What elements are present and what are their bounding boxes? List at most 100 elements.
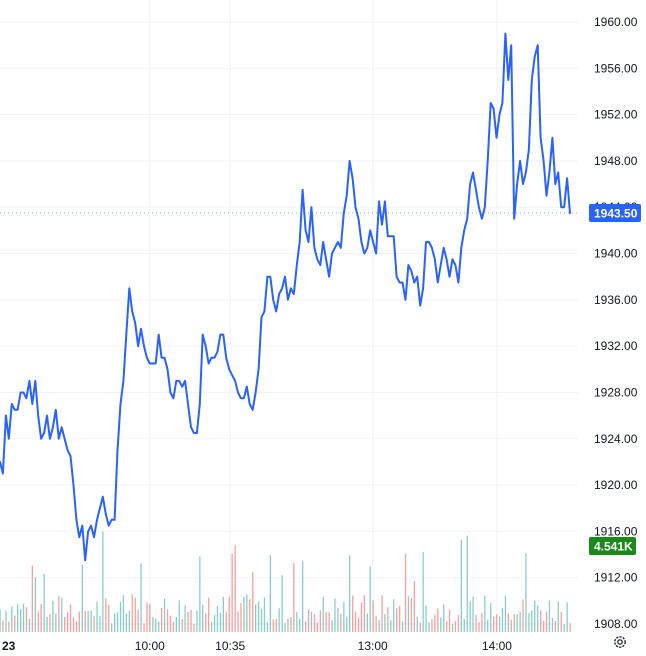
volume-bar bbox=[161, 607, 163, 632]
volume-bar bbox=[554, 620, 556, 632]
volume-bar bbox=[131, 594, 133, 632]
volume-bar bbox=[5, 610, 7, 632]
volume-bar bbox=[258, 601, 260, 632]
volume-bar bbox=[34, 577, 36, 632]
volume-bar bbox=[216, 606, 219, 632]
volume-bar bbox=[360, 602, 363, 632]
volume-bar bbox=[407, 596, 410, 632]
volume-bar bbox=[557, 601, 559, 632]
volume-bar bbox=[137, 609, 139, 632]
y-tick-label: 1952.00 bbox=[594, 108, 638, 122]
volume-bar bbox=[184, 605, 186, 632]
volume-bar bbox=[290, 617, 292, 632]
volume-bar bbox=[22, 603, 25, 632]
price-line bbox=[0, 32, 571, 562]
volume-bar bbox=[425, 605, 427, 632]
volume-bar bbox=[487, 619, 489, 632]
volume-bar bbox=[569, 623, 571, 632]
volume-bar bbox=[146, 602, 148, 632]
y-tick-label: 1948.00 bbox=[594, 154, 638, 168]
volume-bar bbox=[381, 595, 383, 632]
volume-bar bbox=[302, 560, 304, 632]
volume-bar bbox=[252, 571, 254, 632]
y-tick-label: 1928.00 bbox=[594, 385, 638, 399]
volume-bar bbox=[454, 621, 457, 632]
x-tick-label: 10:35 bbox=[215, 639, 245, 653]
y-tick-label: 1940.00 bbox=[594, 247, 638, 261]
last-volume-label: 4.541K bbox=[594, 540, 633, 554]
volume-bar bbox=[316, 622, 318, 632]
volume-bar bbox=[269, 555, 271, 632]
volume-bar bbox=[446, 621, 448, 632]
volume-bar bbox=[366, 613, 368, 632]
volume-bar bbox=[349, 555, 351, 632]
volume-bar bbox=[404, 553, 407, 632]
volume-bar bbox=[416, 616, 418, 632]
volume-bar bbox=[190, 609, 192, 632]
volume-bar bbox=[108, 604, 110, 632]
time-axis[interactable]: 23 10:00 10:35 13:00 14:00 bbox=[2, 639, 512, 653]
volume-bar bbox=[328, 612, 330, 632]
volume-bar bbox=[340, 613, 342, 632]
y-tick-label: 1920.00 bbox=[594, 478, 638, 492]
last-volume-badge-bg bbox=[589, 537, 636, 555]
y-tick-label: 1956.00 bbox=[594, 61, 638, 75]
volume-bar bbox=[513, 614, 515, 632]
last-price-badge-bg bbox=[589, 204, 641, 223]
volume-bar bbox=[460, 539, 462, 632]
volume-bar bbox=[225, 611, 227, 632]
volume-bar bbox=[272, 619, 274, 632]
volume-bar bbox=[58, 596, 60, 632]
volume-bar bbox=[346, 617, 348, 632]
volume-bar bbox=[384, 614, 386, 632]
volume-bar bbox=[90, 610, 92, 632]
volume-histogram bbox=[0, 531, 571, 632]
volume-bar bbox=[128, 610, 130, 632]
volume-bar bbox=[534, 600, 536, 632]
volume-bar bbox=[240, 602, 242, 632]
volume-bar bbox=[181, 619, 183, 632]
volume-bar bbox=[457, 614, 460, 632]
volume-bar bbox=[228, 597, 230, 632]
volume-bar bbox=[284, 622, 286, 632]
volume-bar bbox=[428, 622, 430, 632]
volume-bar bbox=[410, 598, 412, 632]
volume-bar bbox=[490, 602, 492, 632]
volume-bar bbox=[20, 609, 22, 632]
volume-bar bbox=[566, 602, 568, 632]
volume-bar bbox=[234, 545, 236, 632]
y-tick-label: 1916.00 bbox=[594, 524, 638, 538]
volume-bar bbox=[199, 556, 201, 632]
volume-bar bbox=[72, 617, 75, 632]
volume-bar bbox=[67, 611, 69, 632]
settings-gear-icon[interactable] bbox=[612, 634, 628, 650]
volume-bar bbox=[522, 599, 524, 632]
volume-bar bbox=[187, 611, 189, 632]
volume-bar bbox=[111, 623, 113, 632]
volume-bar bbox=[158, 621, 160, 632]
volume-bar bbox=[231, 553, 233, 632]
volume-bar bbox=[202, 604, 204, 632]
volume-bar bbox=[263, 597, 266, 632]
volume-bar bbox=[125, 613, 127, 632]
volume-bar bbox=[28, 618, 31, 632]
last-volume-badge: 4.541K bbox=[589, 537, 636, 555]
volume-bar bbox=[64, 616, 66, 632]
volume-bar bbox=[528, 613, 530, 632]
volume-bar bbox=[440, 617, 442, 632]
volume-bar bbox=[422, 551, 424, 632]
volume-bar bbox=[305, 621, 307, 632]
volume-bar bbox=[55, 613, 57, 632]
volume-bar bbox=[243, 596, 245, 632]
last-price-label: 1943.50 bbox=[594, 207, 638, 221]
volume-bar bbox=[545, 611, 548, 632]
volume-bar bbox=[540, 610, 542, 632]
volume-bar bbox=[169, 615, 172, 632]
volume-bar bbox=[299, 618, 301, 632]
volume-bar bbox=[102, 531, 104, 632]
volume-bar bbox=[69, 604, 72, 632]
volume-bar bbox=[337, 607, 339, 632]
volume-bar bbox=[293, 562, 295, 632]
volume-bar bbox=[237, 611, 239, 632]
